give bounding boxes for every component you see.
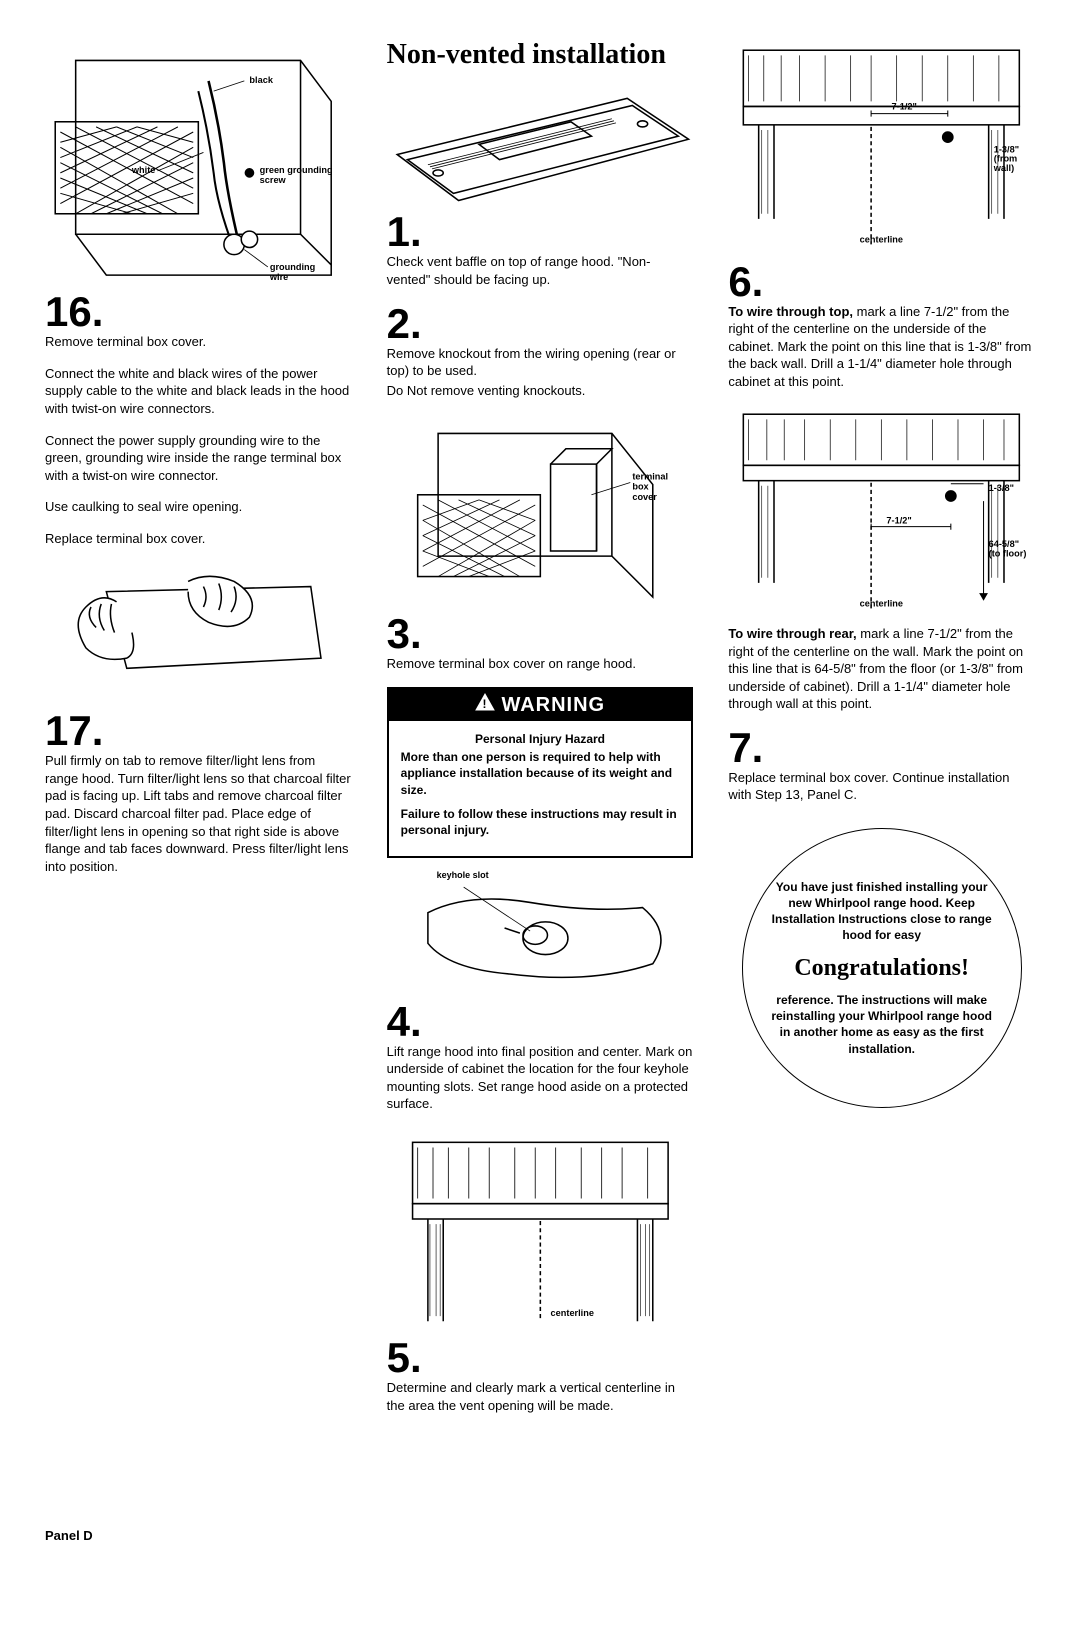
keyhole-label: keyhole slot [437, 870, 694, 880]
step-2-number: 2. [387, 303, 694, 345]
step-17-text: Pull firmly on tab to remove filter/ligh… [45, 752, 352, 875]
label-7half-a: 7-1/2" [892, 102, 917, 112]
label-screw: green groundingscrew [260, 165, 333, 185]
congrats-p1: You have just finished installing your n… [772, 880, 992, 943]
panel-label: Panel D [45, 1528, 1035, 1543]
warning-box: ! WARNING Personal Injury Hazard More th… [387, 687, 694, 858]
congrats-title: Congratulations! [794, 952, 969, 984]
svg-text:!: ! [482, 697, 487, 711]
step-17-number: 17. [45, 710, 352, 752]
step-16-p4: Use caulking to seal wire opening. [45, 498, 352, 516]
step-6-text: To wire through top, mark a line 7-1/2" … [728, 303, 1035, 391]
wiring-diagram: black white green groundingscrew groundi… [45, 40, 352, 285]
step-3-text: Remove terminal box cover on range hood. [387, 655, 694, 673]
step-3-number: 3. [387, 613, 694, 655]
step-16-p3: Connect the power supply grounding wire … [45, 432, 352, 485]
baffle-diagram [387, 83, 694, 206]
label-black: black [249, 75, 273, 85]
step-16-p5: Replace terminal box cover. [45, 530, 352, 548]
congrats-p2: reference. The instructions will make re… [771, 993, 992, 1056]
label-7half-b: 7-1/2" [887, 516, 912, 526]
step-16-p1: Remove terminal box cover. [45, 333, 352, 351]
label-gwire: groundingwire [269, 262, 315, 282]
step-5-number: 5. [387, 1337, 694, 1379]
step-4-text: Lift range hood into final position and … [387, 1043, 694, 1113]
label-white: white [131, 165, 155, 175]
warning-header: ! WARNING [389, 689, 692, 721]
centerline-label: centerline [550, 1308, 593, 1318]
warning-icon: ! [475, 693, 495, 711]
step-6-number: 6. [728, 261, 1035, 303]
centerline-label-a: centerline [860, 234, 903, 244]
warning-p2: Failure to follow these instructions may… [401, 807, 677, 837]
step-5-text: Determine and clearly mark a vertical ce… [387, 1379, 694, 1414]
congratulations-badge: You have just finished installing your n… [742, 828, 1022, 1108]
step-2-p2: Do Not remove venting knockouts. [387, 382, 694, 400]
label-64-b: 64-5/8"(to floor) [989, 539, 1027, 558]
centerline-label-b: centerline [860, 599, 903, 609]
warning-title: Personal Injury Hazard [401, 731, 680, 747]
step-7-number: 7. [728, 727, 1035, 769]
terminal-box-diagram: terminalboxcover [387, 413, 694, 607]
step-16-p2: Connect the white and black wires of the… [45, 365, 352, 418]
warning-body: Personal Injury Hazard More than one per… [389, 721, 692, 856]
wire-rear-diagram: 1-3/8" 7-1/2" 64-5/8"(to floor) centerli… [728, 404, 1035, 619]
step-2-p1: Remove knockout from the wiring opening … [387, 345, 694, 380]
step-6b-text: To wire through rear, mark a line 7-1/2"… [728, 625, 1035, 713]
hands-filter-diagram [45, 561, 352, 704]
label-terminal-box: terminalboxcover [632, 472, 668, 502]
step-7-text: Replace terminal box cover. Continue ins… [728, 769, 1035, 804]
keyhole-diagram [387, 882, 694, 994]
step-1-number: 1. [387, 211, 694, 253]
label-138-b: 1-3/8" [989, 483, 1014, 493]
column-1: black white green groundingscrew groundi… [45, 40, 352, 1428]
warning-header-text: WARNING [501, 694, 605, 716]
centerline-diagram: centerline [387, 1127, 694, 1331]
column-2: Non-vented installation 1. Check vent ba… [387, 40, 694, 1428]
step-16-number: 16. [45, 291, 352, 333]
step-1-text: Check vent baffle on top of range hood. … [387, 253, 694, 288]
column-3: 7-1/2" 1-3/8"(fromwall) centerline 6. To… [728, 40, 1035, 1428]
label-138-a: 1-3/8"(fromwall) [993, 144, 1019, 172]
section-title: Non-vented installation [387, 40, 694, 71]
wire-top-diagram: 7-1/2" 1-3/8"(fromwall) centerline [728, 40, 1035, 255]
warning-p1: More than one person is required to help… [401, 750, 672, 796]
step-4-number: 4. [387, 1001, 694, 1043]
page-grid: black white green groundingscrew groundi… [45, 40, 1035, 1428]
